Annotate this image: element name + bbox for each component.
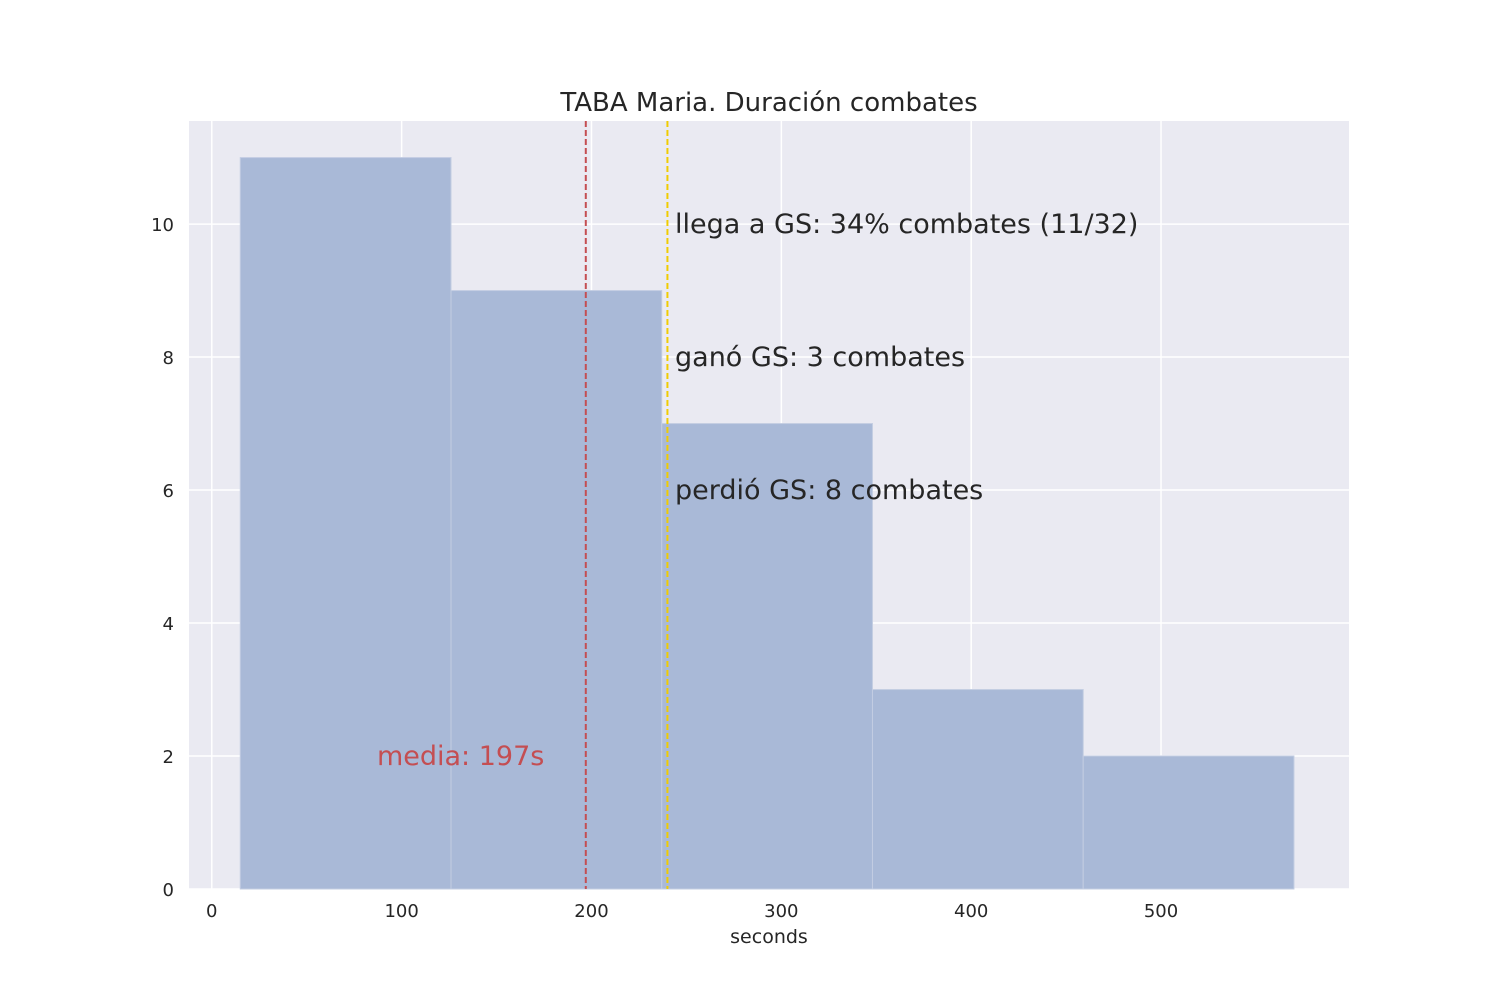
y-tick-label: 4 xyxy=(163,614,174,635)
x-tick-label: 200 xyxy=(574,901,608,922)
histogram-bar xyxy=(871,689,1084,890)
x-tick-label: 300 xyxy=(764,901,798,922)
annotations: llega a GS: 34% combates (11/32) ganó GS:… xyxy=(377,209,1138,772)
chart-title: TABA Maria. Duración combates xyxy=(559,88,977,118)
y-tick-label: 2 xyxy=(163,747,174,768)
annotation: perdió GS: 8 combates xyxy=(675,475,983,506)
y-tick-label: 8 xyxy=(163,348,174,369)
y-tick-label: 10 xyxy=(151,215,174,236)
bars xyxy=(239,157,1295,890)
y-tick-label: 0 xyxy=(163,880,174,901)
x-tick-label: 400 xyxy=(954,901,988,922)
x-tick-label: 500 xyxy=(1144,901,1178,922)
x-axis-label: seconds xyxy=(730,926,808,948)
annotation: llega a GS: 34% combates (11/32) xyxy=(675,209,1138,240)
histogram-bar xyxy=(239,157,452,890)
annotation: media: 197s xyxy=(377,741,544,772)
histogram-bar xyxy=(1082,755,1295,890)
annotation: ganó GS: 3 combates xyxy=(675,342,965,373)
reference-lines xyxy=(584,121,669,889)
histogram-bar xyxy=(661,423,873,890)
x-tick-label: 100 xyxy=(384,901,418,922)
x-tick-label: 0 xyxy=(206,901,217,922)
tick-labels: 0 100 200 300 400 500 0 2 4 6 8 10 xyxy=(151,215,1178,922)
histogram-bar xyxy=(450,290,663,890)
y-tick-label: 6 xyxy=(163,481,174,502)
